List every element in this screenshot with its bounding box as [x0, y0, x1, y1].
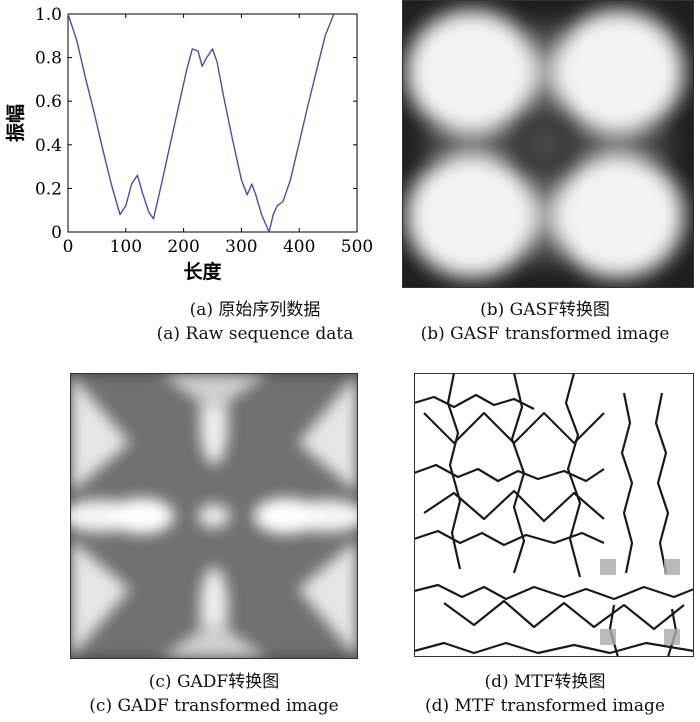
gasf-image — [402, 0, 694, 288]
x-tick-label: 500 — [341, 237, 373, 257]
caption-c-cn: (c) GADF转换图 — [148, 672, 280, 692]
x-axis-label: 长度 — [183, 260, 222, 283]
x-tick-label: 400 — [283, 237, 315, 257]
y-tick-label: 0 — [51, 223, 62, 243]
plot-frame — [67, 13, 358, 233]
caption-d: (d) MTF转换图 (d) MTF transformed image — [390, 670, 700, 718]
y-tick-label: 1.0 — [35, 5, 62, 25]
caption-c-en: (c) GADF transformed image — [89, 696, 339, 716]
y-tick-label: 0.6 — [35, 92, 62, 112]
caption-d-cn: (d) MTF转换图 — [484, 672, 606, 692]
x-tick-label: 300 — [225, 237, 257, 257]
x-tick-label: 100 — [110, 237, 142, 257]
caption-b-en: (b) GASF transformed image — [420, 324, 670, 344]
caption-b: (b) GASF转换图 (b) GASF transformed image — [390, 298, 700, 346]
gadf-image — [60, 373, 368, 659]
caption-c: (c) GADF转换图 (c) GADF transformed image — [54, 670, 374, 718]
series-line — [67, 13, 335, 233]
caption-a: (a) 原始序列数据 (a) Raw sequence data — [95, 298, 415, 346]
mtf-image — [413, 372, 695, 658]
y-axis-label: 振幅 — [4, 104, 27, 142]
y-tick-label: 0.2 — [35, 179, 62, 199]
raw-sequence-chart: 0 100 200 300 400 500 0 0.2 0.4 0.6 0.8 1.0 长度 振幅 — [0, 0, 380, 290]
caption-a-en: (a) Raw sequence data — [156, 324, 354, 344]
caption-a-cn: (a) 原始序列数据 — [189, 300, 321, 320]
line-chart-svg: 0 100 200 300 400 500 0 0.2 0.4 0.6 0.8 1.0 长度 振幅 — [4, 5, 373, 283]
caption-d-en: (d) MTF transformed image — [424, 696, 666, 716]
caption-b-cn: (b) GASF转换图 — [480, 300, 610, 320]
y-tick-label: 0.8 — [35, 49, 62, 69]
x-tick-label: 0 — [63, 237, 74, 257]
y-tick-label: 0.4 — [35, 136, 62, 156]
x-tick-label: 200 — [167, 237, 199, 257]
